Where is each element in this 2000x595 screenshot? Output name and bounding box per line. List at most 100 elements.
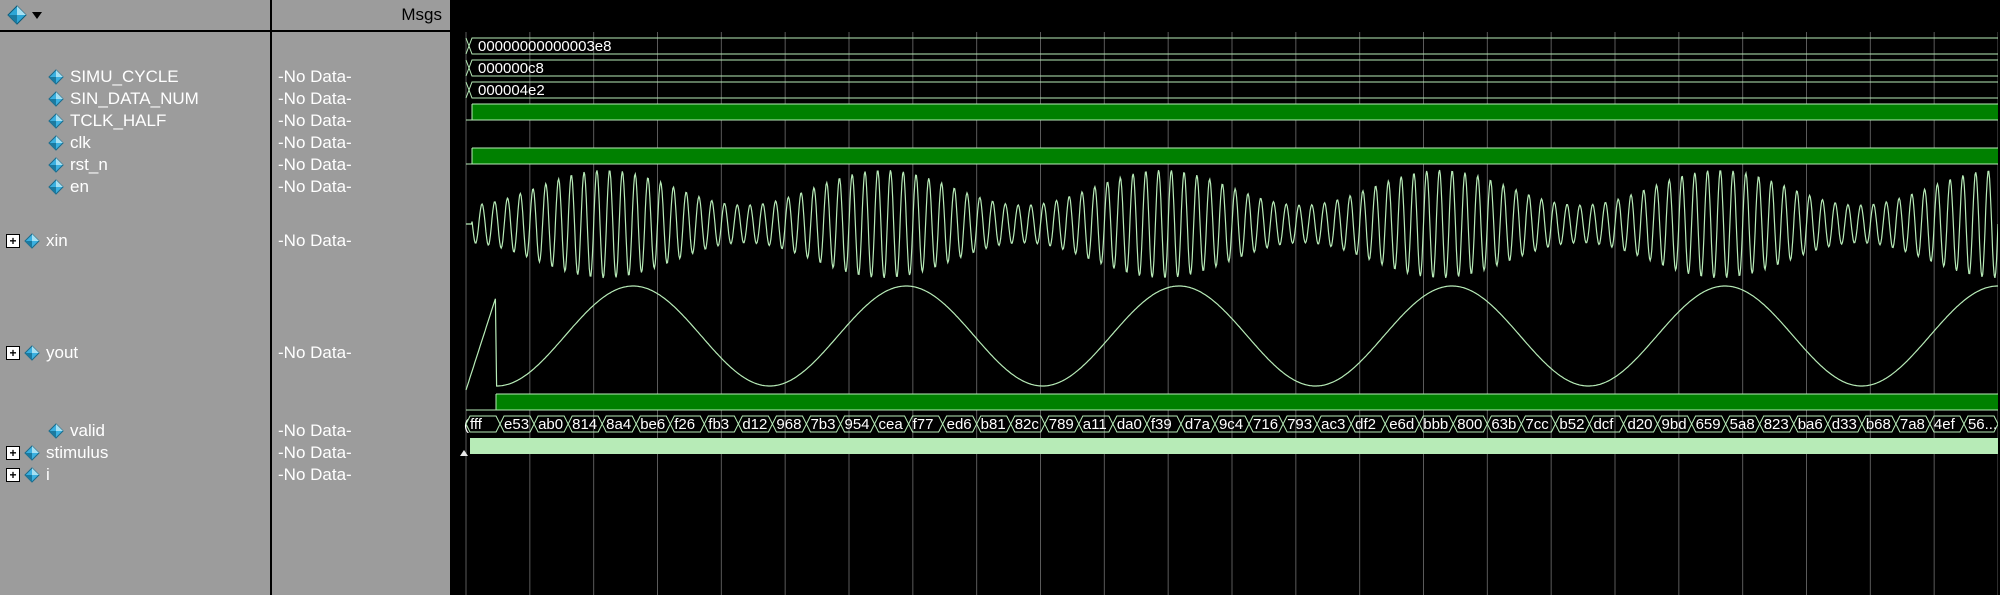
dropdown-arrow-icon[interactable] [32,5,42,25]
svg-text:e6d: e6d [1389,416,1414,433]
svg-text:ba6: ba6 [1798,416,1823,433]
signal-diamond-icon [24,345,40,361]
svg-text:df2: df2 [1355,416,1376,433]
expander-icon[interactable]: + [6,346,20,360]
svg-text:5a8: 5a8 [1730,416,1755,433]
signal-row-TCLK_HALF[interactable]: TCLK_HALF [0,110,270,132]
signal-diamond-icon [48,135,64,151]
svg-text:ac3: ac3 [1321,416,1345,433]
svg-text:f26: f26 [674,416,695,433]
expander-icon[interactable]: + [6,468,20,482]
msgs-value-rst_n: -No Data- [272,154,352,176]
svg-text:789: 789 [1049,416,1074,433]
signal-row-yout[interactable]: +yout [0,342,270,364]
expander-icon[interactable]: + [6,234,20,248]
svg-text:00000000000003e8: 00000000000003e8 [478,38,611,55]
signal-row-rst_n[interactable]: rst_n [0,154,270,176]
msgs-label: Msgs [401,5,442,25]
msgs-value-xin: -No Data- [272,230,352,252]
svg-text:968: 968 [776,416,801,433]
signal-diamond-icon [24,233,40,249]
svg-text:659: 659 [1696,416,1721,433]
signal-label: valid [70,421,105,441]
signal-row-xin[interactable]: + xin [0,230,270,252]
msgs-value-i: -No Data- [272,464,352,486]
svg-text:a11: a11 [1083,416,1107,433]
signal-label: i [46,465,50,485]
svg-text:f77: f77 [913,416,934,433]
svg-text:d33: d33 [1832,416,1857,433]
svg-text:63b: 63b [1491,416,1516,433]
signal-diamond-icon [48,423,64,439]
svg-text:ed6: ed6 [947,416,972,433]
svg-text:800: 800 [1457,416,1482,433]
svg-text:b81: b81 [981,416,1006,433]
svg-text:56...: 56... [1968,416,1997,433]
svg-text:b68: b68 [1866,416,1891,433]
signal-name-column: SIMU_CYCLESIN_DATA_NUMTCLK_HALFclkrst_ne… [0,30,272,595]
signal-label: xin [46,231,68,251]
signal-label: SIMU_CYCLE [70,67,179,87]
svg-text:9c4: 9c4 [1219,416,1243,433]
signal-label: rst_n [70,155,108,175]
svg-text:000000c8: 000000c8 [478,60,544,77]
svg-text:d20: d20 [1628,416,1653,433]
signal-row-i[interactable]: +i [0,464,270,486]
svg-text:be6: be6 [640,416,665,433]
signal-diamond-icon [48,157,64,173]
svg-text:d12: d12 [742,416,767,433]
signal-row-clk[interactable]: clk [0,132,270,154]
svg-text:954: 954 [844,416,869,433]
signal-diamond-icon [48,91,64,107]
msgs-value-en: -No Data- [272,176,352,198]
svg-text:7cc: 7cc [1525,416,1549,433]
waveform-svg: 00000000000003e8000000c8000004e2(fffe53a… [452,32,1998,595]
signal-row-stimulus[interactable]: + stimulus [0,442,270,464]
svg-text:82c: 82c [1015,416,1040,433]
msgs-value-TCLK_HALF: -No Data- [272,110,352,132]
msgs-value-SIMU_CYCLE: -No Data- [272,66,352,88]
signal-label: clk [70,133,91,153]
signal-msgs-column: -No Data--No Data--No Data--No Data--No … [272,30,452,595]
signal-diamond-icon [24,467,40,483]
svg-text:793: 793 [1287,416,1312,433]
svg-text:8a4: 8a4 [606,416,631,433]
signal-row-SIMU_CYCLE[interactable]: SIMU_CYCLE [0,66,270,88]
signal-diamond-icon [48,113,64,129]
svg-text:4ef: 4ef [1934,416,1956,433]
msgs-value-yout: -No Data- [272,342,352,364]
msgs-value-stimulus: -No Data- [272,442,352,464]
signal-row-SIN_DATA_NUM[interactable]: SIN_DATA_NUM [0,88,270,110]
signal-diamond-icon [24,445,40,461]
signal-label: en [70,177,89,197]
svg-text:ab0: ab0 [538,416,563,433]
msgs-value-valid: -No Data- [272,420,352,442]
svg-text:9bd: 9bd [1662,416,1687,433]
svg-text:d7a: d7a [1185,416,1211,433]
svg-text:fb3: fb3 [708,416,729,433]
signal-label: TCLK_HALF [70,111,166,131]
expander-icon[interactable]: + [6,446,20,460]
svg-text:716: 716 [1253,416,1278,433]
waveform-column[interactable]: 00000000000003e8000000c8000004e2(fffe53a… [452,30,2000,595]
header-msgs-cell: Msgs [272,0,452,30]
svg-text:fff: fff [470,416,483,433]
signal-row-en[interactable]: en [0,176,270,198]
svg-text:000004e2: 000004e2 [478,82,545,99]
svg-text:b52: b52 [1559,416,1584,433]
svg-text:814: 814 [572,416,597,433]
signal-label: SIN_DATA_NUM [70,89,199,109]
svg-text:da0: da0 [1117,416,1142,433]
svg-text:cea: cea [879,416,904,433]
signal-diamond-icon [48,69,64,85]
svg-text:bbb: bbb [1423,416,1448,433]
svg-text:e53: e53 [504,416,529,433]
signal-row-valid[interactable]: valid [0,420,270,442]
header-name-cell [0,0,272,30]
svg-text:7a8: 7a8 [1900,416,1925,433]
msgs-value-clk: -No Data- [272,132,352,154]
svg-text:dcf: dcf [1593,416,1614,433]
signal-label: stimulus [46,443,108,463]
svg-text:7b3: 7b3 [810,416,835,433]
msgs-value-SIN_DATA_NUM: -No Data- [272,88,352,110]
